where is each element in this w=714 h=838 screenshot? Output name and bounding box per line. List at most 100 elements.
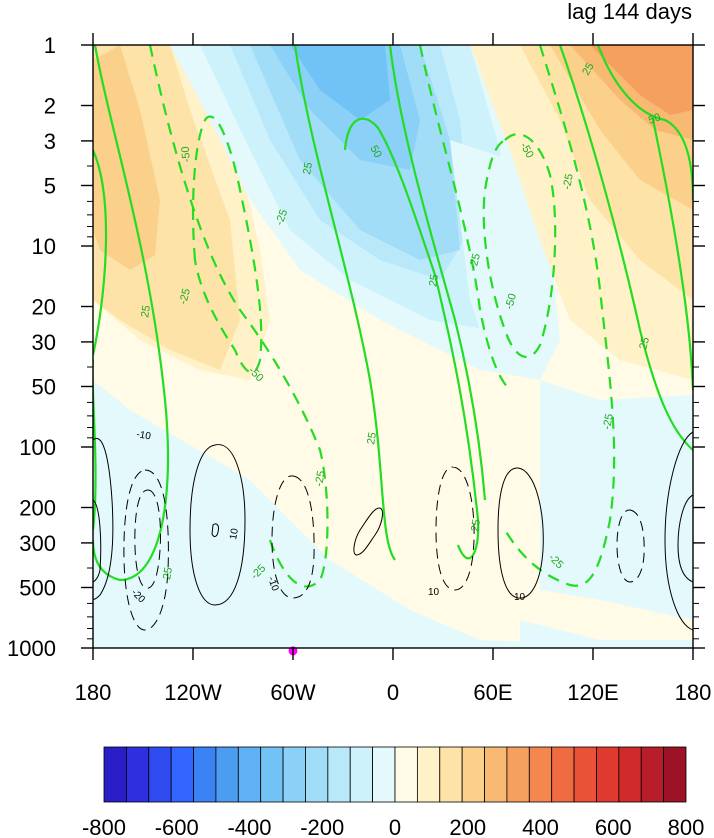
colorbar-swatch <box>461 746 485 803</box>
green-contour-solid <box>388 45 487 501</box>
field-region-blue-6 <box>290 45 390 120</box>
contour-label: -25 <box>561 173 576 191</box>
black-contour-dashed <box>134 489 161 589</box>
colorbar-swatch <box>506 746 530 803</box>
y-tick-label: 10 <box>32 234 56 259</box>
contour-label: 25 <box>301 161 315 175</box>
contour-label: -10 <box>265 575 280 593</box>
y-tick-label: 3 <box>44 129 56 154</box>
green-contour-dashed <box>191 115 263 374</box>
contour-label: 50 <box>647 111 663 126</box>
black-contour-solid <box>211 523 219 537</box>
colorbar-swatch <box>327 746 351 803</box>
contour-label: 50 <box>367 144 384 161</box>
colorbar-swatch <box>551 746 575 803</box>
contour-label: -25 <box>467 252 483 270</box>
y-tick-label: 100 <box>19 435 56 460</box>
black-contour-solid <box>189 444 246 606</box>
contour-label: 25 <box>580 61 597 78</box>
green-contour-solid <box>343 117 480 560</box>
black-contour-dashed <box>123 469 169 631</box>
x-tick-label: 0 <box>387 680 399 705</box>
colorbar-swatch <box>618 746 642 803</box>
contour-label: -10 <box>135 429 152 442</box>
y-tick-label: 1000 <box>7 636 56 661</box>
green-contour-solid <box>93 45 170 582</box>
green-contour-dashed <box>482 133 557 358</box>
colorbar: -800 -600 -400 -200 0 200 400 600 800 <box>82 746 705 838</box>
colorbar-swatch <box>305 746 329 803</box>
black-contour-dashed <box>616 509 645 583</box>
colorbar-tick-label: -800 <box>82 815 126 838</box>
colorbar-swatch <box>103 746 127 803</box>
contour-label: -25 <box>313 470 328 488</box>
y-tick-label: 5 <box>44 173 56 198</box>
colorbar-tick-label: 600 <box>595 815 632 838</box>
y-tick-label: 300 <box>19 531 56 556</box>
black-contour-solid <box>677 494 693 583</box>
black-contour-dashed <box>271 475 315 599</box>
colorbar-swatch <box>394 746 418 803</box>
x-tick-label: 180 <box>75 680 112 705</box>
colorbar-swatch <box>439 746 463 803</box>
green-contour-solid <box>293 45 396 561</box>
x-tick-label: 120E <box>567 680 618 705</box>
colorbar-swatch <box>573 746 597 803</box>
colorbar-swatch <box>663 746 687 803</box>
contour-label: -50 <box>180 146 193 163</box>
contour-label: 10 <box>228 527 241 540</box>
x-tick-label: 180 <box>675 680 712 705</box>
green-contour-dashed <box>418 45 511 391</box>
y-tick-label: 50 <box>32 374 56 399</box>
green-contour-dashed <box>148 45 329 588</box>
contour-label: -25 <box>274 208 291 227</box>
field-region-lightblue-right <box>450 140 560 380</box>
colorbar-swatch <box>237 746 262 803</box>
field-region-lowcyan <box>93 380 693 648</box>
contour-label: 25 <box>365 431 379 445</box>
green-contour-solid <box>650 114 693 391</box>
colorbar-tick-label: 800 <box>668 815 705 838</box>
y-tick-label: 500 <box>19 575 56 600</box>
black-contour-solid <box>353 507 383 556</box>
y-tick-label: 2 <box>44 94 56 119</box>
colorbar-swatch <box>260 746 284 803</box>
colorbar-swatch <box>528 746 553 803</box>
x-axis: 180 120W 60W 0 60E 120E 180 <box>75 33 712 705</box>
lag-title: lag 144 days <box>567 0 692 24</box>
colorbar-tick-label: 400 <box>522 815 559 838</box>
y-axis: 1 2 3 5 10 20 30 50 100 200 300 500 1000 <box>7 33 705 661</box>
field-region-warm-right-5 <box>590 45 693 115</box>
colorbar-swatch <box>125 746 150 803</box>
field-region-lowright <box>520 620 693 648</box>
colorbar-swatch <box>484 746 508 803</box>
colorbar-tick-label: -400 <box>227 815 271 838</box>
contour-label: -25 <box>601 413 616 431</box>
colorbar-swatch <box>640 746 665 803</box>
x-tick-label: 60E <box>473 680 512 705</box>
colorbar-swatch <box>282 746 306 803</box>
colorbar-swatch <box>372 746 396 803</box>
black-contour-solid <box>497 467 544 599</box>
x-tick-label: 60W <box>270 680 315 705</box>
colorbar-tick-label: 0 <box>389 815 401 838</box>
contour-label: 10 <box>428 587 440 598</box>
black-contour-dashed <box>435 466 475 591</box>
green-contour-solid <box>558 45 693 451</box>
contour-label: -25 <box>177 287 193 305</box>
colorbar-swatch <box>349 746 374 803</box>
contour-label: 25 <box>469 518 483 532</box>
colorbar-tick-label: 200 <box>449 815 486 838</box>
green-contour-solid <box>93 360 97 531</box>
colorbar-tick-label: -200 <box>300 815 344 838</box>
contours <box>93 45 693 631</box>
field-region-cyan-right <box>540 380 693 620</box>
contour-label: 10 <box>514 592 526 603</box>
green-contour-solid <box>596 45 693 201</box>
colorbar-swatch <box>416 746 441 803</box>
green-contour-solid <box>93 149 108 356</box>
black-contour-solid <box>664 431 693 631</box>
y-tick-label: 1 <box>44 33 56 58</box>
contour-label: 25 <box>637 336 652 351</box>
